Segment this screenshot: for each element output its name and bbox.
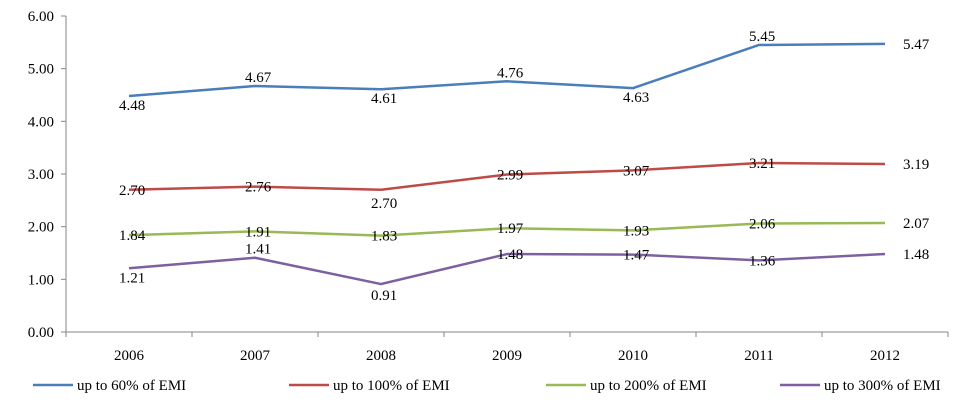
- data-label: 2.99: [497, 168, 523, 184]
- legend-label: up to 300% of EMI: [824, 378, 941, 394]
- series-line-3: [128, 221, 886, 237]
- y-tick-label: 1.00: [28, 272, 54, 288]
- y-tick-label: 4.00: [28, 114, 54, 130]
- data-label: 5.47: [903, 37, 930, 53]
- data-label: 1.97: [497, 221, 524, 237]
- x-tick-label: 2011: [744, 348, 773, 364]
- series-line-4: [128, 252, 886, 286]
- data-label: 5.45: [749, 29, 775, 45]
- data-label: 1.36: [749, 253, 776, 269]
- x-tick-label: 2006: [114, 348, 145, 364]
- legend: up to 60% of EMI up to 100% of EMI up to 2…: [33, 378, 941, 394]
- data-labels-layer: 4.48 4.67 4.61 4.76 4.63 5.45 5.47 2.70 2.76 2.70…: [119, 29, 930, 304]
- legend-item: up to 200% of EMI: [546, 378, 707, 394]
- data-label: 2.76: [245, 180, 272, 196]
- x-tick-label: 2009: [492, 348, 522, 364]
- data-label: 1.84: [119, 228, 146, 244]
- y-tick-label: 2.00: [28, 220, 54, 236]
- data-label: 3.07: [623, 163, 650, 179]
- data-label: 0.91: [371, 288, 397, 304]
- legend-label: up to 60% of EMI: [77, 378, 186, 394]
- data-label: 3.21: [749, 156, 775, 172]
- data-label: 1.91: [245, 224, 271, 240]
- data-label: 1.48: [903, 247, 929, 263]
- legend-label: up to 200% of EMI: [590, 378, 707, 394]
- y-axis-ticks: 0.00 1.00 2.00 3.00 4.00 5.00 6.00: [28, 9, 66, 341]
- y-tick-label: 5.00: [28, 62, 54, 78]
- data-label: 1.83: [371, 229, 397, 245]
- data-label: 4.63: [623, 90, 649, 106]
- data-label: 1.41: [245, 242, 271, 258]
- data-label: 1.47: [623, 248, 650, 264]
- y-tick-label: 6.00: [28, 9, 54, 25]
- legend-item: up to 100% of EMI: [289, 378, 450, 394]
- x-tick-label: 2007: [240, 348, 271, 364]
- data-label: 2.07: [903, 216, 930, 232]
- data-label: 1.48: [497, 247, 523, 263]
- data-label: 4.76: [497, 65, 524, 81]
- data-label: 4.61: [371, 91, 397, 107]
- legend-label: up to 100% of EMI: [333, 378, 450, 394]
- data-label: 2.70: [119, 183, 145, 199]
- data-label: 1.21: [119, 270, 145, 286]
- series-line-1: [128, 42, 886, 98]
- data-label: 4.67: [245, 70, 272, 86]
- data-label: 4.48: [119, 98, 145, 114]
- data-label: 2.70: [371, 196, 397, 212]
- series-line-2: [128, 161, 886, 192]
- data-label: 2.06: [749, 217, 776, 233]
- y-tick-label: 0.00: [28, 325, 54, 341]
- x-tick-label: 2010: [618, 348, 648, 364]
- data-label: 1.93: [623, 223, 649, 239]
- data-label: 3.19: [903, 157, 929, 173]
- x-axis-ticks: 2006 2007 2008 2009 2010 2011 2012: [65, 332, 949, 364]
- series-layer: [128, 42, 886, 286]
- x-tick-label: 2012: [870, 348, 900, 364]
- legend-item: up to 60% of EMI: [33, 378, 186, 394]
- legend-item: up to 300% of EMI: [780, 378, 941, 394]
- y-tick-label: 3.00: [28, 167, 54, 183]
- x-tick-label: 2008: [366, 348, 396, 364]
